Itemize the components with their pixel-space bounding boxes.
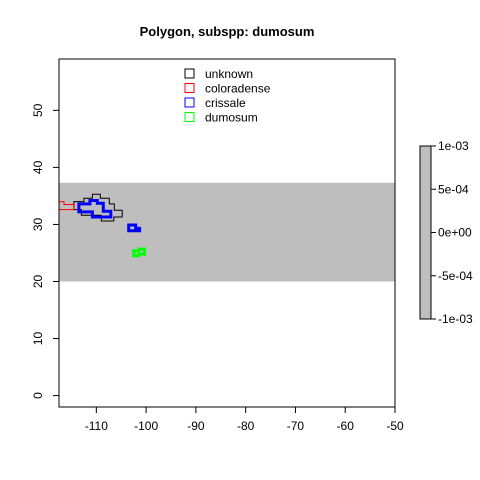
y-tick-label: 0 <box>31 392 45 399</box>
x-tick-label: -100 <box>134 419 158 433</box>
polygon-unknown-0 <box>73 193 123 222</box>
x-axis: -110 -100 -90 -80 -70 -60 -50 <box>85 407 404 433</box>
legend-swatch-crissale <box>184 97 195 108</box>
legend-swatch-coloradense <box>184 83 195 93</box>
chart-title: Polygon, subspp: dumosum <box>140 24 315 39</box>
colorbar-tick-label: -1e-03 <box>438 312 473 326</box>
x-tick-label: -90 <box>187 419 205 433</box>
x-tick-label: -50 <box>386 419 404 433</box>
legend-label-unknown: unknown <box>205 67 253 81</box>
colorbar-tick-label: -5e-04 <box>438 269 473 283</box>
legend-label-coloradense: coloradense <box>205 82 271 96</box>
polygon-coloradense-0 <box>59 201 75 211</box>
band-layer <box>59 182 395 282</box>
y-tick-label: 50 <box>31 103 45 117</box>
colorbar-tick-label: 5e-04 <box>438 182 469 196</box>
legend-swatch-unknown <box>184 68 195 79</box>
legend-label-dumosum: dumosum <box>205 111 258 125</box>
polygon-layer <box>59 193 147 258</box>
colorbar-fill <box>419 145 432 320</box>
legend-label-crissale: crissale <box>205 96 246 110</box>
y-axis: 0 10 20 30 40 50 <box>31 103 59 399</box>
y-tick-label: 30 <box>31 217 45 231</box>
x-tick-label: -110 <box>85 419 108 433</box>
polygon-crissale-1 <box>127 223 142 233</box>
x-tick-label: -70 <box>287 419 305 433</box>
plot-frame <box>58 58 396 408</box>
y-tick-label: 40 <box>31 160 45 174</box>
y-tick-label: 20 <box>31 274 45 288</box>
colorbar: 1e-03 5e-04 0e+00 -5e-04 -1e-03 <box>419 139 473 326</box>
polygon-dumosum-0 <box>132 247 147 258</box>
colorbar-tick-label: 0e+00 <box>438 226 472 240</box>
x-tick-label: -60 <box>337 419 355 433</box>
y-tick-label: 10 <box>31 332 45 346</box>
legend-swatch-dumosum <box>184 112 195 122</box>
polygon-crissale-0 <box>77 199 113 219</box>
range-band <box>59 182 395 282</box>
x-tick-label: -80 <box>237 419 255 433</box>
colorbar-tick-label: 1e-03 <box>438 139 469 153</box>
